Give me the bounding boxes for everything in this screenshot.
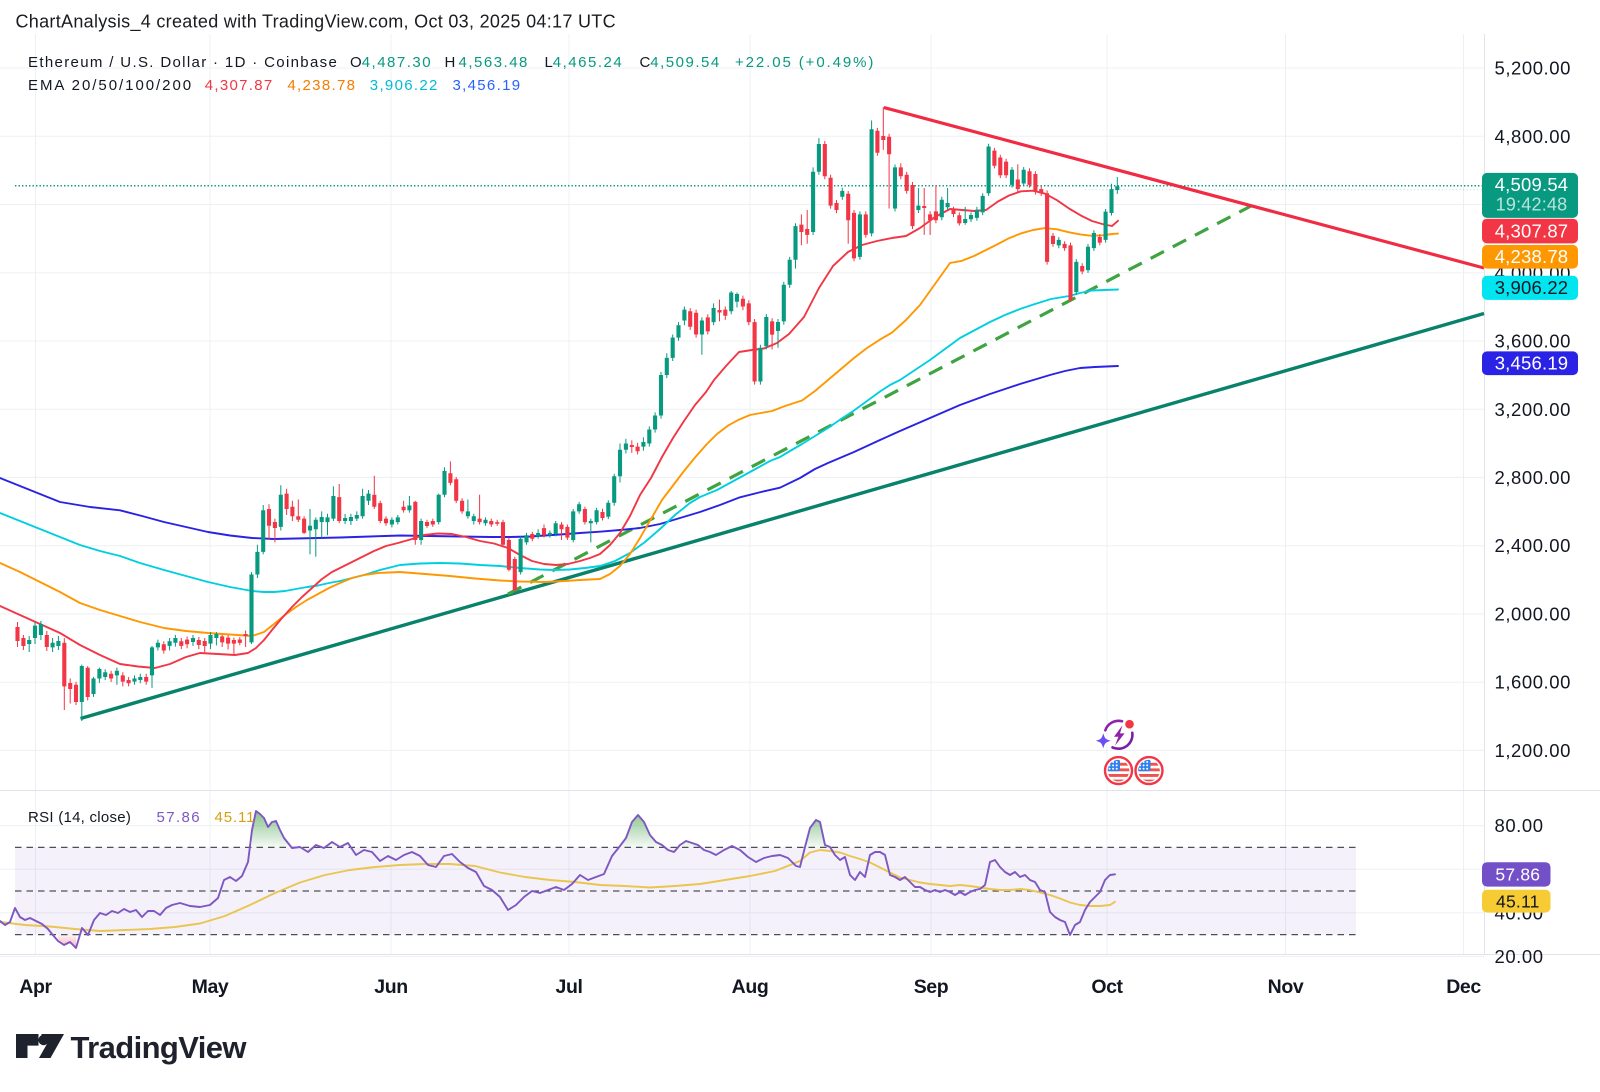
- svg-text:O: O: [350, 54, 362, 71]
- svg-text:45.11: 45.11: [1496, 891, 1540, 911]
- svg-text:80.00: 80.00: [1495, 815, 1544, 836]
- svg-text:4,238.78: 4,238.78: [287, 77, 356, 94]
- svg-text:3,456.19: 3,456.19: [1495, 352, 1569, 373]
- svg-text:3,600.00: 3,600.00: [1495, 331, 1571, 352]
- svg-text:1,200.00: 1,200.00: [1495, 740, 1571, 761]
- svg-text:L: L: [545, 54, 553, 71]
- svg-text:4,487.30: 4,487.30: [362, 54, 432, 71]
- svg-text:3,456.19: 3,456.19: [453, 77, 522, 94]
- svg-text:4,563.48: 4,563.48: [459, 54, 529, 71]
- svg-text:1,600.00: 1,600.00: [1495, 672, 1571, 693]
- svg-text:4,465.24: 4,465.24: [553, 54, 623, 71]
- svg-text:20.00: 20.00: [1495, 946, 1544, 967]
- svg-text:4,800.00: 4,800.00: [1495, 126, 1571, 147]
- svg-text:Jun: Jun: [374, 976, 407, 998]
- svg-text:May: May: [192, 976, 229, 998]
- svg-text:57.86: 57.86: [157, 809, 201, 826]
- svg-text:2,800.00: 2,800.00: [1495, 467, 1571, 488]
- svg-text:4,509.54: 4,509.54: [1495, 174, 1569, 195]
- svg-text:45.11: 45.11: [215, 809, 256, 826]
- svg-text:EMA 20/50/100/200: EMA 20/50/100/200: [28, 77, 193, 94]
- svg-text:4,509.54: 4,509.54: [650, 54, 720, 71]
- svg-text:Sep: Sep: [914, 976, 949, 998]
- svg-text:2,400.00: 2,400.00: [1495, 535, 1571, 556]
- svg-text:3,906.22: 3,906.22: [1495, 277, 1569, 298]
- svg-text:Nov: Nov: [1268, 976, 1304, 998]
- svg-text:19:42:48: 19:42:48: [1496, 195, 1568, 215]
- svg-text:57.86: 57.86: [1495, 865, 1540, 885]
- svg-text:Oct: Oct: [1091, 976, 1123, 998]
- svg-text:4,307.87: 4,307.87: [205, 77, 274, 94]
- svg-text:TradingView: TradingView: [71, 1030, 248, 1065]
- svg-text:Jul: Jul: [556, 976, 583, 998]
- svg-text:2,000.00: 2,000.00: [1495, 604, 1571, 625]
- svg-text:4,307.87: 4,307.87: [1495, 221, 1569, 242]
- svg-text:Aug: Aug: [732, 976, 769, 998]
- svg-text:C: C: [640, 54, 651, 71]
- svg-text:4,238.78: 4,238.78: [1495, 246, 1569, 267]
- svg-text:ChartAnalysis_4 created with T: ChartAnalysis_4 created with TradingView…: [16, 12, 616, 33]
- svg-text:+22.05 (+0.49%): +22.05 (+0.49%): [735, 54, 875, 71]
- svg-text:3,906.22: 3,906.22: [370, 77, 439, 94]
- svg-text:5,200.00: 5,200.00: [1495, 58, 1571, 79]
- svg-text:H: H: [445, 54, 456, 71]
- svg-text:RSI (14, close): RSI (14, close): [28, 809, 131, 826]
- svg-text:Ethereum / U.S. Dollar · 1D ·: Ethereum / U.S. Dollar · 1D · Coinbase: [28, 54, 338, 71]
- svg-text:Apr: Apr: [19, 976, 52, 998]
- svg-text:Dec: Dec: [1446, 976, 1481, 998]
- svg-text:3,200.00: 3,200.00: [1495, 399, 1571, 420]
